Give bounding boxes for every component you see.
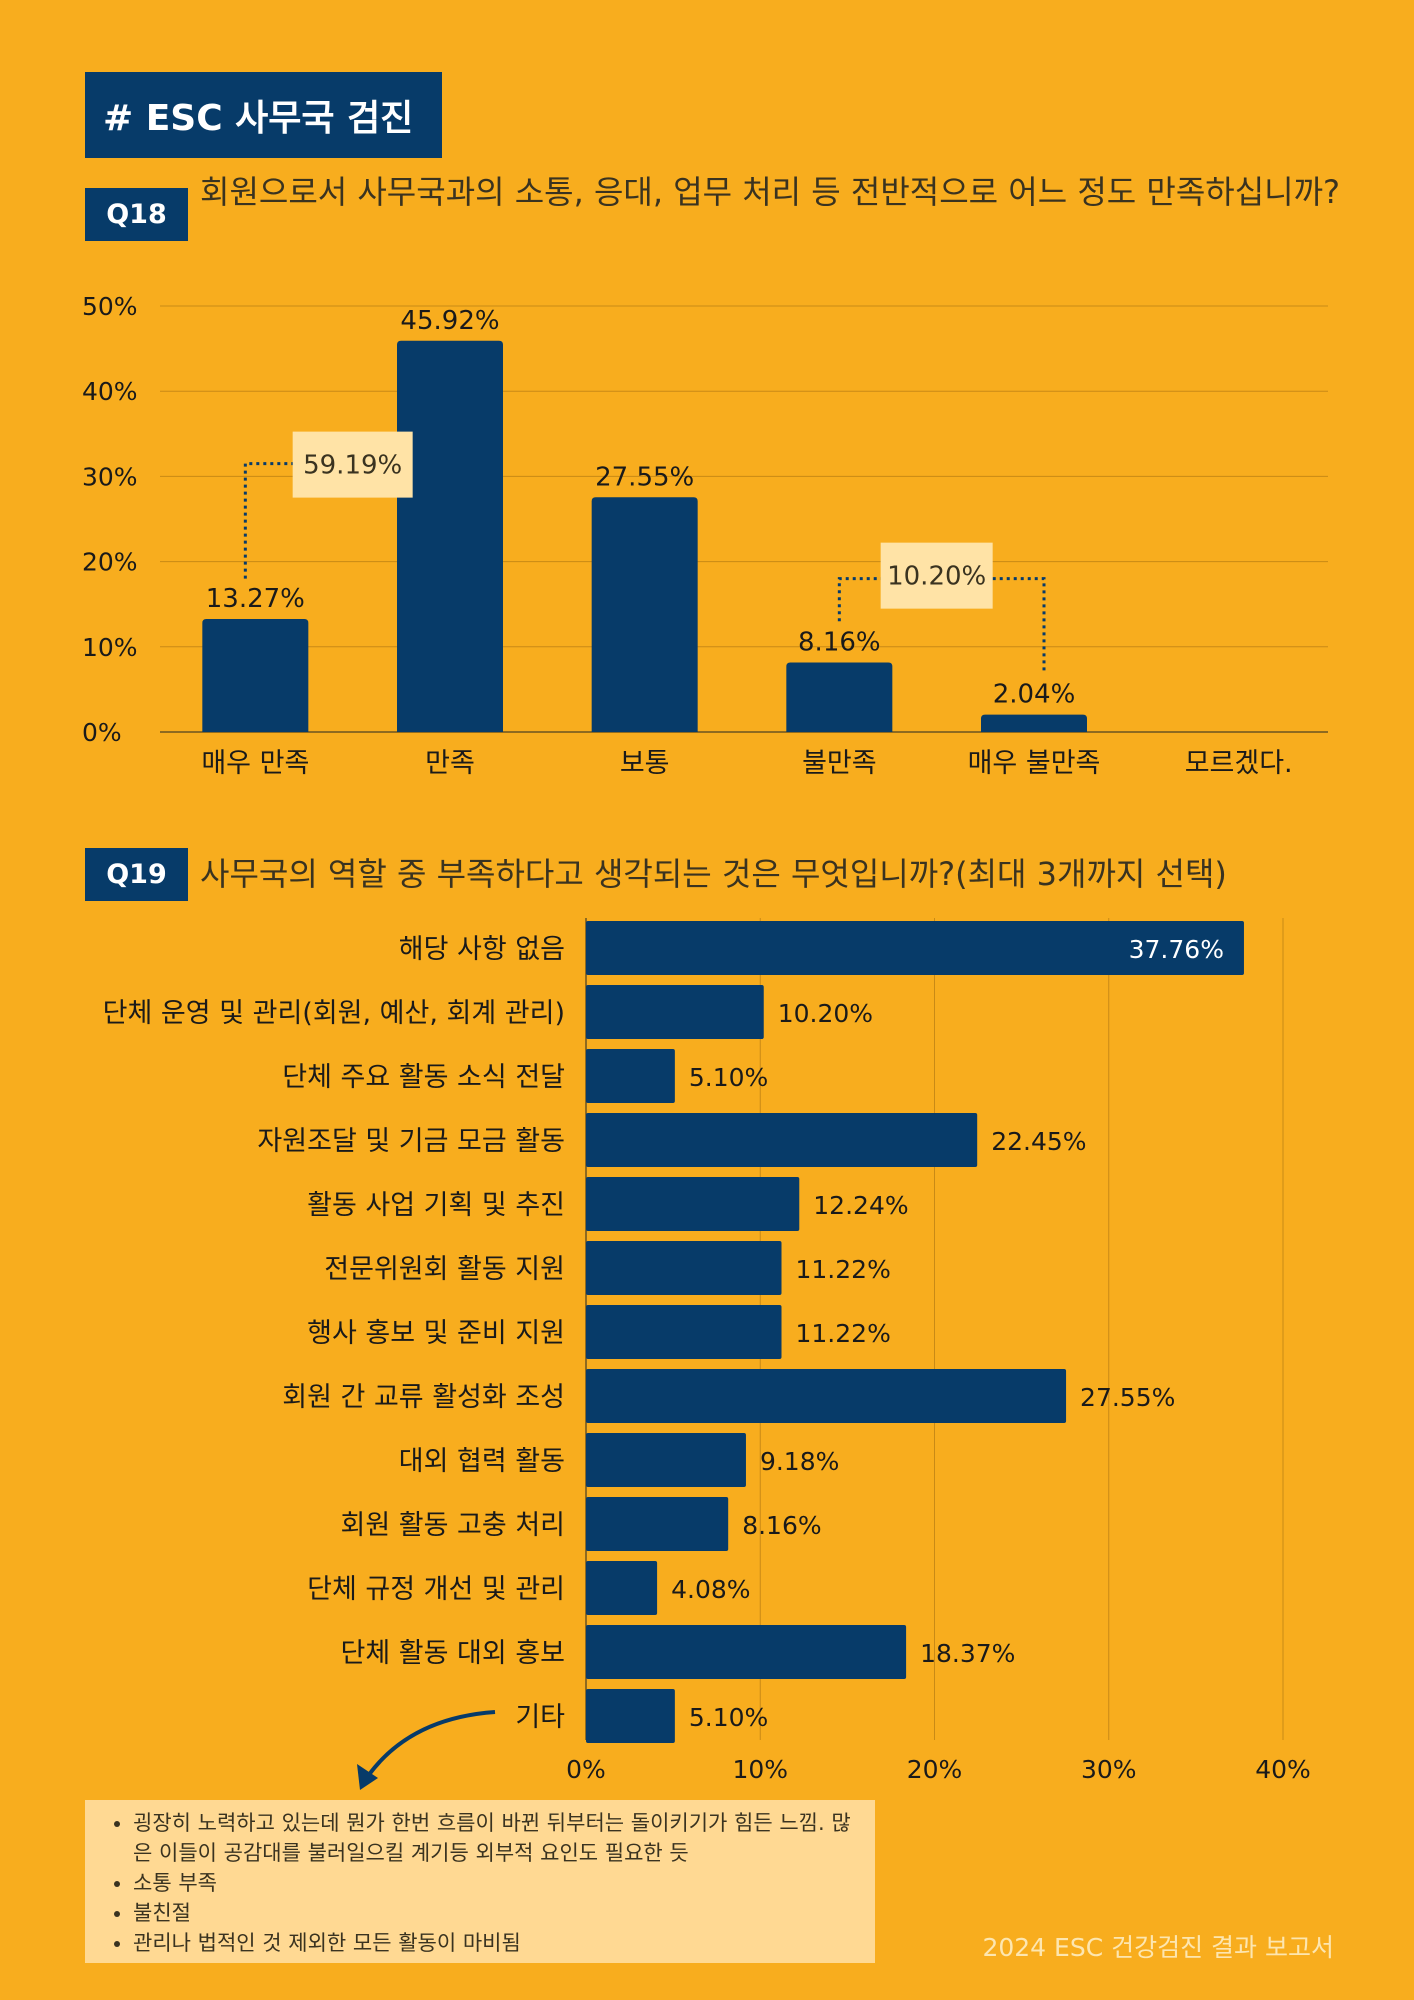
bar [786,662,893,732]
arrowhead-icon [357,1764,378,1790]
bar [586,1497,729,1551]
x-tick-label: 20% [907,1755,963,1784]
footer-text: 2024 ESC 건강검진 결과 보고서 [982,1933,1334,1962]
sum-callout: 59.19% [243,431,413,579]
data-label: 22.45% [991,1127,1086,1156]
x-tick-label: 0% [566,1755,606,1784]
comment-item: 소통 부족 [133,1868,855,1898]
data-label: 11.22% [796,1255,891,1284]
y-tick-label: 0% [82,718,122,747]
callout-box [292,431,413,498]
bar [586,1625,907,1679]
bar [591,497,698,732]
category-label: 단체 주요 활동 소식 전달 [282,1062,565,1093]
bar [586,1049,675,1103]
data-label: 10.20% [778,999,873,1028]
bar [586,1113,978,1167]
category-label: 단체 활동 대외 홍보 [341,1638,565,1669]
x-tick-label: 매우 만족 [201,748,309,779]
data-label: 11.22% [796,1319,891,1348]
y-tick-label: 30% [82,462,138,491]
bar [586,1369,1067,1423]
callout-label: 10.20% [887,562,986,592]
bar [397,340,503,732]
x-tick-label: 10% [732,1755,788,1784]
x-tick-label: 불만족 [802,748,877,779]
q19-question: 사무국의 역할 중 부족하다고 생각되는 것은 무엇입니까?(최대 3개까지 선… [200,855,1227,893]
data-label: 27.55% [595,462,694,492]
bar [586,1305,782,1359]
x-tick-label: 30% [1081,1755,1137,1784]
y-tick-label: 20% [82,548,138,577]
bar [981,714,1087,732]
category-label: 회원 활동 고충 처리 [341,1510,565,1541]
data-label: 45.92% [400,306,499,336]
x-tick-label: 매우 불만족 [968,748,1101,779]
category-label: 해당 사항 없음 [399,934,565,965]
q18-bar-chart: 0% 10% 20% 30% 40% 50% 13.27% 매우 만족 45.92% 만족 27.5… [82,292,1328,779]
bar [586,1177,800,1231]
bar [586,1561,658,1615]
comment-item: 불친절 [133,1898,855,1928]
bar [586,1689,675,1743]
x-tick-label: 만족 [425,748,475,779]
category-label: 대외 협력 활동 [399,1446,565,1477]
data-label: 5.10% [689,1063,768,1092]
x-tick-label: 40% [1255,1755,1311,1784]
bar [586,985,764,1039]
category-label: 회원 간 교류 활성화 조성 [282,1382,565,1413]
comment-box: 굉장히 노력하고 있는데 뭔가 한번 흐름이 바뀐 뒤부터는 돌이키기가 힘든 … [85,1800,875,1963]
category-label: 자원조달 및 기금 모금 활동 [257,1126,565,1157]
bar [586,1241,782,1295]
arrow-icon [366,1710,496,1778]
data-label: 8.16% [742,1511,821,1540]
callout-label: 59.19% [303,451,402,481]
y-tick-label: 10% [82,633,138,662]
comment-item: 관리나 법적인 것 제외한 모든 활동이 마비됨 [133,1928,855,1958]
data-label: 5.10% [689,1703,768,1732]
bar [202,618,309,732]
data-label: 8.16% [798,627,881,657]
comment-item: 굉장히 노력하고 있는데 뭔가 한번 흐름이 바뀐 뒤부터는 돌이키기가 힘든 … [133,1808,855,1868]
data-label: 12.24% [813,1191,908,1220]
sum-callout: 10.20% [837,542,1046,673]
data-label: 4.08% [671,1575,750,1604]
category-label: 단체 규정 개선 및 관리 [307,1574,565,1605]
callout-box [880,542,993,609]
category-label: 기타 [515,1702,565,1733]
q19-badge: Q19 [85,848,188,901]
bar [586,1433,746,1487]
y-tick-label: 40% [82,377,138,406]
category-label: 활동 사업 기획 및 추진 [307,1190,565,1221]
q18-badge: Q18 [85,188,188,241]
data-label: 37.76% [1129,935,1224,964]
data-label: 2.04% [993,680,1076,710]
data-label: 9.18% [760,1447,839,1476]
data-label: 13.27% [206,584,305,614]
y-tick-label: 50% [82,292,138,321]
x-tick-label: 모르겠다. [1185,748,1293,779]
data-label: 27.55% [1080,1383,1175,1412]
category-label: 단체 운영 및 관리(회원, 예산, 회계 관리) [103,998,565,1029]
bar [586,921,1244,975]
x-tick-label: 보통 [620,748,670,779]
q18-question: 회원으로서 사무국과의 소통, 응대, 업무 처리 등 전반적으로 어느 정도 … [200,173,1341,211]
data-label: 18.37% [920,1639,1015,1668]
section-title: # ESC 사무국 검진 [85,72,442,158]
category-label: 행사 홍보 및 준비 지원 [307,1318,565,1349]
category-label: 전문위원회 활동 지원 [324,1254,565,1285]
callout-connector [837,577,1046,673]
